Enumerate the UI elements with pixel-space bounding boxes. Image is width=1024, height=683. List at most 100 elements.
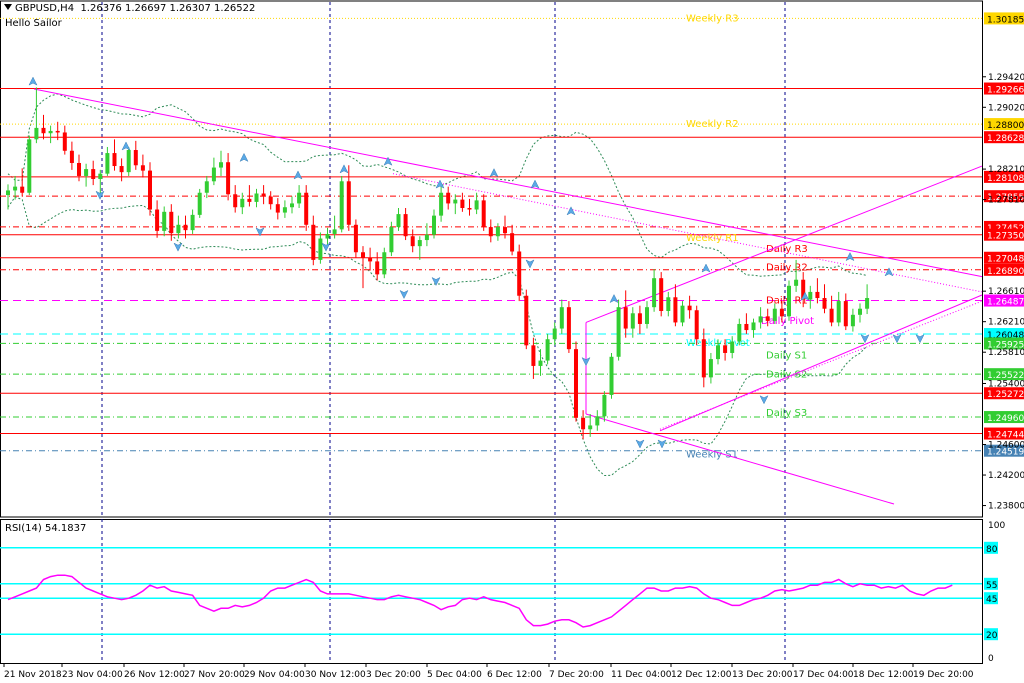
candle-body <box>858 308 862 315</box>
candle-body <box>488 227 493 237</box>
fractal-up-arrow-icon <box>28 76 38 86</box>
candle-body <box>481 200 486 228</box>
level-price-label: 1.25522 <box>987 371 1024 381</box>
upper-band <box>7 93 868 277</box>
fractal-up-arrow-icon <box>609 293 619 304</box>
candle-body <box>353 224 358 253</box>
candle-body <box>155 209 160 231</box>
fractal-down-arrow-icon <box>321 242 331 252</box>
candle-body <box>723 345 728 353</box>
dropdown-arrow-icon[interactable] <box>4 4 12 10</box>
candle-body <box>226 162 231 195</box>
candle-body <box>148 170 152 210</box>
candle-body <box>559 307 564 329</box>
level-price-label: 1.24960 <box>987 414 1024 424</box>
level-text: Daily S1 <box>766 350 807 361</box>
rsi-level-tag <box>984 592 998 605</box>
candle-body <box>829 308 834 323</box>
level-text: Daily R2 <box>766 263 808 274</box>
candle-body <box>204 181 209 193</box>
fractal-up-arrow-icon <box>121 141 131 151</box>
rsi-tick-label: 100 <box>988 521 1005 531</box>
date-tick-label: 26 Nov 12:00 <box>124 670 185 680</box>
level-text: Weekly R3 <box>686 13 739 24</box>
level-price-tag <box>984 368 1024 381</box>
candle-body <box>84 169 89 176</box>
candle-body <box>382 252 387 275</box>
candle-body <box>247 198 252 202</box>
candle-body <box>510 233 515 252</box>
candle-body <box>687 305 692 311</box>
rsi-tick-label: 0 <box>988 654 994 664</box>
candle-body <box>368 257 373 262</box>
level-price-label: 1.27048 <box>987 255 1024 265</box>
candle-body <box>261 193 266 197</box>
candle-body <box>787 285 791 317</box>
candle-body <box>623 307 628 329</box>
rsi-line <box>7 574 953 628</box>
candle-body <box>275 204 280 213</box>
candle-body <box>375 261 380 275</box>
candle-body <box>34 127 39 140</box>
fractal-down-arrow-icon <box>860 334 870 344</box>
candle-body <box>254 193 259 202</box>
level-text: Daily Pivot <box>761 316 814 327</box>
level-price-label: 1.29266 <box>987 86 1024 96</box>
price-tick-label: 1.26210 <box>988 318 1024 328</box>
fractal-up-arrow-icon <box>566 206 576 216</box>
candle-body <box>758 316 763 323</box>
level-price-tag <box>984 328 1024 341</box>
rsi-level-label: 55 <box>986 581 997 591</box>
candle-body <box>361 252 365 258</box>
candle-body <box>737 323 742 342</box>
fractal-down-arrow-icon <box>892 334 902 344</box>
rsi-level-label: 45 <box>986 595 997 605</box>
date-tick-label: 6 Dec 12:00 <box>487 670 542 680</box>
candle-body <box>91 169 96 180</box>
candle-body <box>836 301 841 323</box>
date-tick-label: 17 Dec 04:00 <box>793 670 854 680</box>
candle-body <box>13 186 18 191</box>
candle-body <box>538 360 543 366</box>
level-text: Daily R3 <box>766 244 808 255</box>
price-tick-label: 1.27810 <box>988 196 1024 206</box>
candle-body <box>843 301 848 327</box>
trendline <box>585 165 983 323</box>
candle-body <box>432 215 436 235</box>
level-price-label: 1.24519 <box>987 448 1024 458</box>
price-tick-label: 1.29420 <box>988 73 1024 83</box>
date-tick-label: 30 Nov 12:00 <box>305 670 366 680</box>
level-price-tag <box>984 228 1024 241</box>
fractal-down-arrow-icon <box>635 439 645 449</box>
candle-body <box>730 341 735 353</box>
rsi-level-tag <box>984 541 998 554</box>
price-tick-label: 1.24600 <box>988 441 1024 451</box>
date-tick-label: 23 Nov 04:00 <box>62 670 123 680</box>
expert-advisor-label: Hello Sailor <box>5 18 62 29</box>
level-price-tag <box>984 131 1024 144</box>
candle-body <box>524 295 529 346</box>
level-price-label: 1.27855 <box>987 193 1024 203</box>
candle-body <box>424 234 429 241</box>
level-price-label: 1.30185 <box>987 15 1024 25</box>
candle-body <box>140 165 145 171</box>
fractal-down-arrow-icon <box>525 259 535 269</box>
candle-body <box>744 323 749 331</box>
candle-body <box>474 200 479 210</box>
date-tick-label: 21 Nov 2018 <box>4 670 62 680</box>
candle-body <box>268 196 273 205</box>
candle-body <box>708 359 713 378</box>
price-tick-label: 1.25400 <box>988 379 1024 389</box>
candle-body <box>659 278 664 311</box>
candle-body <box>318 238 323 260</box>
candle-body <box>531 345 536 366</box>
candle-body <box>41 127 46 134</box>
candle-body <box>332 229 337 234</box>
date-tick-label: 12 Dec 12:00 <box>671 670 732 680</box>
candle-body <box>233 194 238 208</box>
fractal-up-arrow-icon <box>339 164 349 174</box>
price-tick-label: 1.29020 <box>988 103 1024 113</box>
fractal-up-arrow-icon <box>489 168 499 178</box>
candle-body <box>77 162 81 176</box>
level-price-tag <box>984 444 1024 457</box>
